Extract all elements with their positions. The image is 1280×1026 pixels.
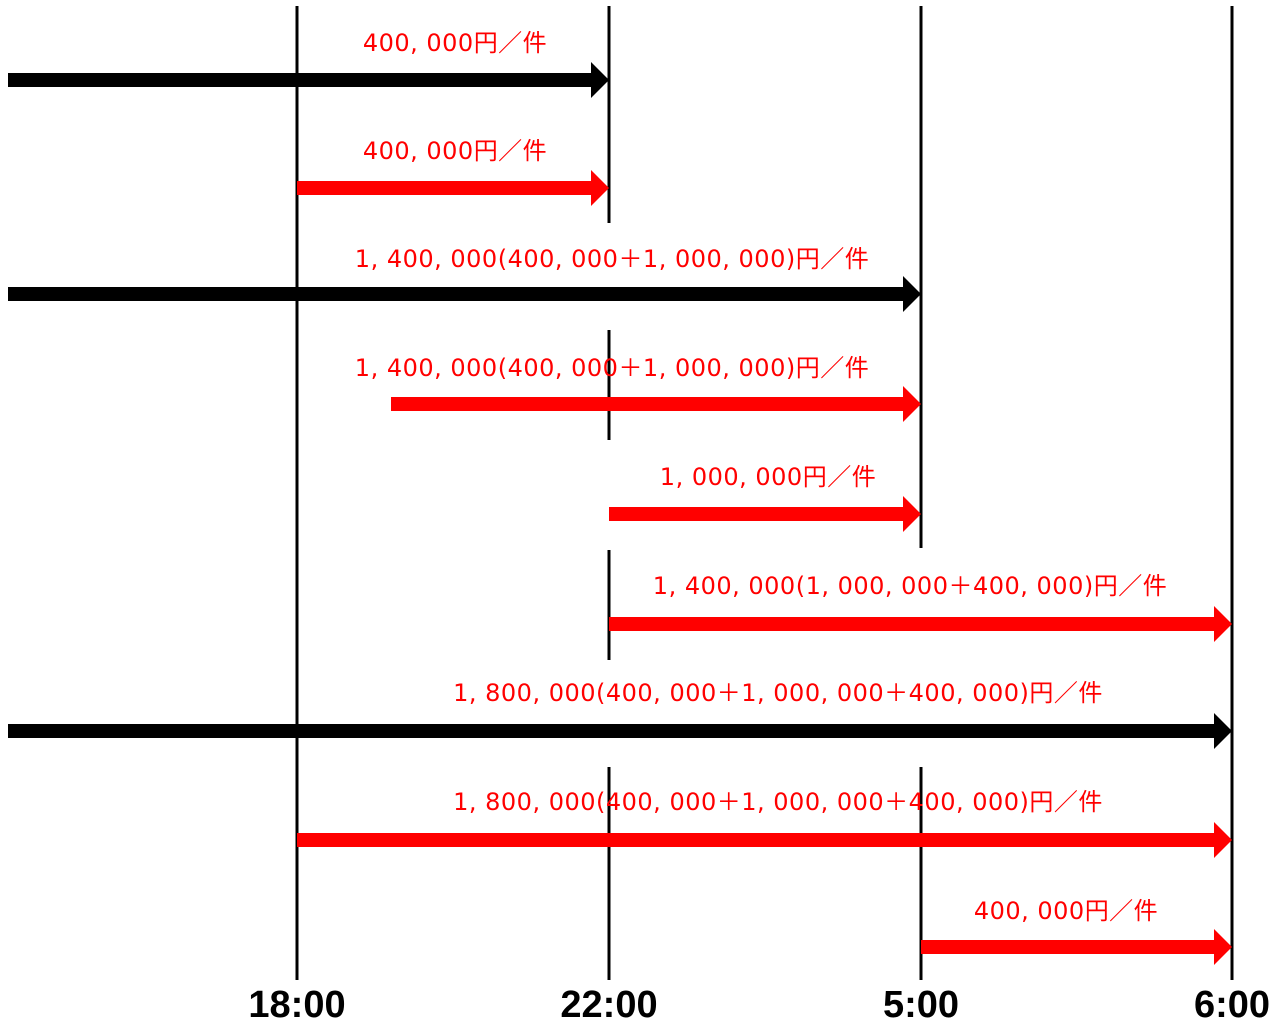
time-axis-labels: 18:00 22:00 5:00 6:00 bbox=[248, 984, 1270, 1026]
time-guide-lines bbox=[295, 6, 1234, 980]
rate-label-row-7: 1, 800, 000(400, 000＋1, 000, 000＋400, 00… bbox=[453, 679, 1103, 707]
rate-label-row-6: 1, 400, 000(1, 000, 000＋400, 000)円／件 bbox=[653, 572, 1167, 600]
rate-label-row-9: 400, 000円／件 bbox=[974, 897, 1158, 925]
rate-label-row-5: 1, 000, 000円／件 bbox=[660, 463, 876, 491]
rate-label-row-1: 400, 000円／件 bbox=[363, 29, 547, 57]
rate-label-row-3: 1, 400, 000(400, 000＋1, 000, 000)円／件 bbox=[355, 245, 869, 273]
rate-label-row-8: 1, 800, 000(400, 000＋1, 000, 000＋400, 00… bbox=[453, 788, 1103, 816]
arrow-red-row-9 bbox=[921, 929, 1232, 965]
arrow-red-row-6 bbox=[609, 606, 1232, 642]
arrow-red-row-2 bbox=[297, 170, 609, 206]
rate-labels: 400, 000円／件 400, 000円／件 1, 400, 000(400, 0… bbox=[355, 29, 1167, 925]
time-label-t2200: 22:00 bbox=[560, 984, 657, 1026]
arrow-black-row-7 bbox=[8, 713, 1232, 749]
arrow-red-row-5 bbox=[609, 496, 921, 532]
arrow-black-row-3 bbox=[8, 276, 921, 312]
rate-label-row-2: 400, 000円／件 bbox=[363, 137, 547, 165]
time-label-t1800: 18:00 bbox=[248, 984, 345, 1026]
rate-label-row-4: 1, 400, 000(400, 000＋1, 000, 000)円／件 bbox=[355, 354, 869, 382]
arrow-red-row-8 bbox=[297, 822, 1232, 858]
time-label-t0500: 5:00 bbox=[883, 984, 959, 1026]
time-label-t0600: 6:00 bbox=[1194, 984, 1270, 1026]
arrow-red-row-4 bbox=[391, 386, 921, 422]
rate-arrows bbox=[8, 62, 1232, 965]
arrow-black-row-1 bbox=[8, 62, 609, 98]
